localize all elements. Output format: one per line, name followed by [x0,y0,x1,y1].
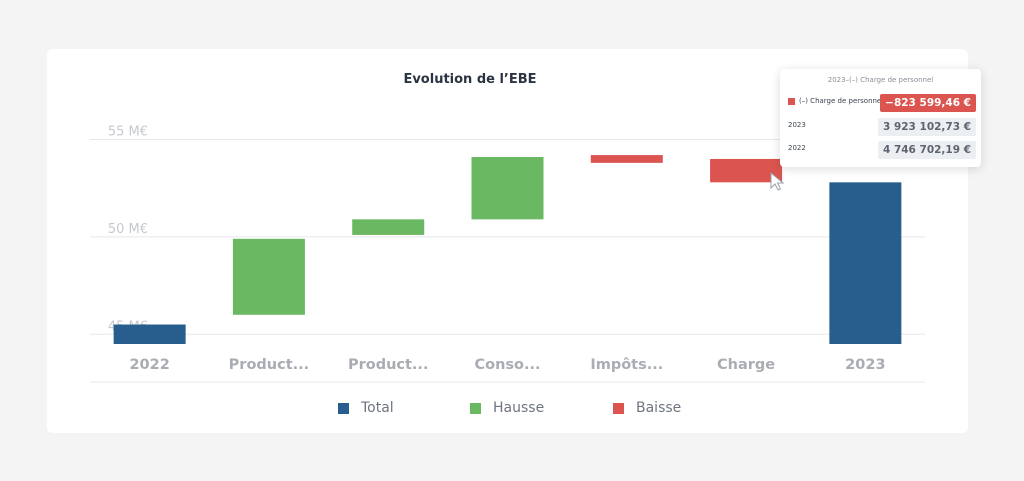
tooltip-value-2022: 4 746 702,19 € [877,141,976,159]
legend-item-baisse[interactable]: Baisse [613,400,681,416]
chart-title: Evolution de l’EBE [403,72,537,87]
x-tick-label: Impôts... [590,357,663,373]
x-tick-label: Product... [348,357,429,373]
x-tick-label: 2023 [845,357,885,373]
legend-swatch-hausse [470,402,481,414]
tooltip-label-2023: 2023 [788,121,806,129]
tooltip-row-2022: 2022 4 746 702,19 € [788,141,976,159]
tooltip-header: 2023–(–) Charge de personnel [827,76,934,84]
tooltip-label-charge: (–) Charge de personnel [799,97,884,105]
bar-hausse[interactable] [471,157,544,220]
legend-label-hausse: Hausse [493,400,545,416]
chart-tooltip: 2023–(–) Charge de personnel (–) Charge … [780,69,981,167]
tooltip-row-label: (–) Charge de personnel [788,97,883,105]
tooltip-label-2022: 2022 [788,144,806,152]
x-tick-label: 2022 [129,357,169,373]
tooltip-row-charge: (–) Charge de personnel −823 599,46 € [788,94,976,112]
legend-label-total: Total [361,400,394,416]
x-tick-label: Conso... [474,357,540,373]
legend-item-hausse[interactable]: Hausse [470,400,544,416]
x-tick-label: Charge [717,357,775,373]
bar-hausse[interactable] [232,238,305,315]
bar-baisse[interactable] [710,158,783,183]
bar-hausse[interactable] [352,219,425,235]
bar-baisse[interactable] [590,155,663,163]
mouse-pointer-icon [764,165,785,191]
y-tick-label: 55 M€ [108,124,148,139]
tooltip-row-2023: 2023 3 923 102,73 € [788,118,976,136]
tooltip-series-dot [788,97,795,105]
legend-swatch-total [338,402,349,414]
legend-swatch-baisse [613,402,624,414]
bar-total[interactable] [113,324,186,344]
x-tick-label: Product... [229,357,310,373]
tooltip-value-2023: 3 923 102,73 € [877,118,976,136]
chart-legend: Total Hausse Baisse [0,400,1024,418]
bar-total[interactable] [829,182,902,344]
y-tick-label: 50 M€ [108,222,148,237]
legend-item-total[interactable]: Total [338,400,394,416]
legend-label-baisse: Baisse [636,400,682,416]
tooltip-value-charge: −823 599,46 € [880,94,976,112]
